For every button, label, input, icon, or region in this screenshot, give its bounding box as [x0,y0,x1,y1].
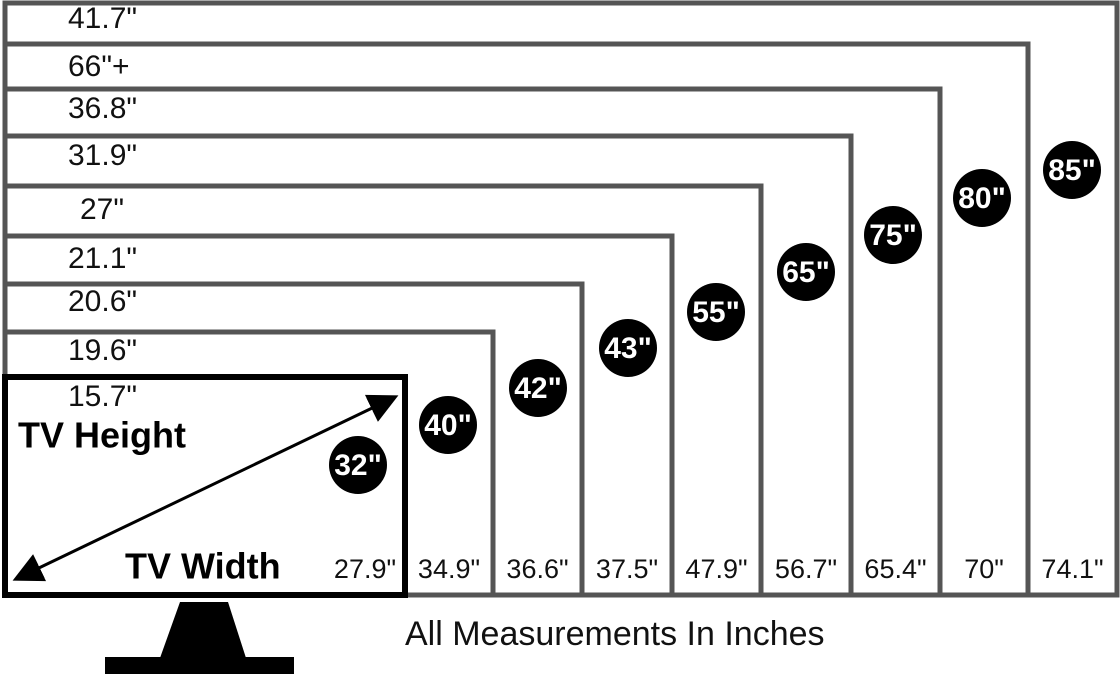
height-value: 41.7" [68,2,137,35]
size-label: 75" [869,219,917,252]
tv-stand [160,602,246,658]
size-badge [599,319,657,377]
height-value: 66"+ [68,50,130,83]
size-label: 40" [424,409,472,442]
height-value: 21.1" [68,242,137,275]
size-badge [1043,141,1101,199]
height-value: 36.8" [68,92,137,125]
size-label: 65" [782,256,830,289]
height-value: 31.9" [68,139,137,172]
size-badge [864,206,922,264]
width-value: 65.4" [864,554,926,584]
width-value: 27.9" [334,554,396,584]
width-value: 34.9" [418,554,480,584]
width-value: 56.7" [775,554,837,584]
size-labels: 15.7" 27.9" 32" 19.6" 34.9" 40" 20.6" 36.6" 42" 2… [68,2,1104,584]
width-value: 70" [964,554,1004,584]
size-badge [509,359,567,417]
size-badge [953,169,1011,227]
footer: All Measurements In Inches [405,615,825,653]
size-label: 55" [692,296,740,329]
size-badge [419,396,477,454]
size-boxes [2,0,1120,598]
width-label: TV Width [125,546,281,587]
size-label: 32" [334,449,382,482]
height-value: 20.6" [68,285,137,318]
width-value: 74.1" [1041,554,1103,584]
width-value: 47.9" [685,554,747,584]
diagonal-arrow [12,394,399,582]
size-label: 80" [958,182,1006,215]
size-label: 42" [514,372,562,405]
width-value: 37.5" [596,554,658,584]
tv-stand-base [105,657,294,674]
size-label: 85" [1048,154,1096,187]
height-label: TV Height [18,415,186,456]
size-badge [687,283,745,341]
height-value: 27" [80,193,124,226]
width-value: 36.6" [506,554,568,584]
size-label: 43" [604,332,652,365]
size-badge [777,243,835,301]
height-value: 19.6" [68,334,137,367]
height-value: 15.7" [68,380,137,413]
